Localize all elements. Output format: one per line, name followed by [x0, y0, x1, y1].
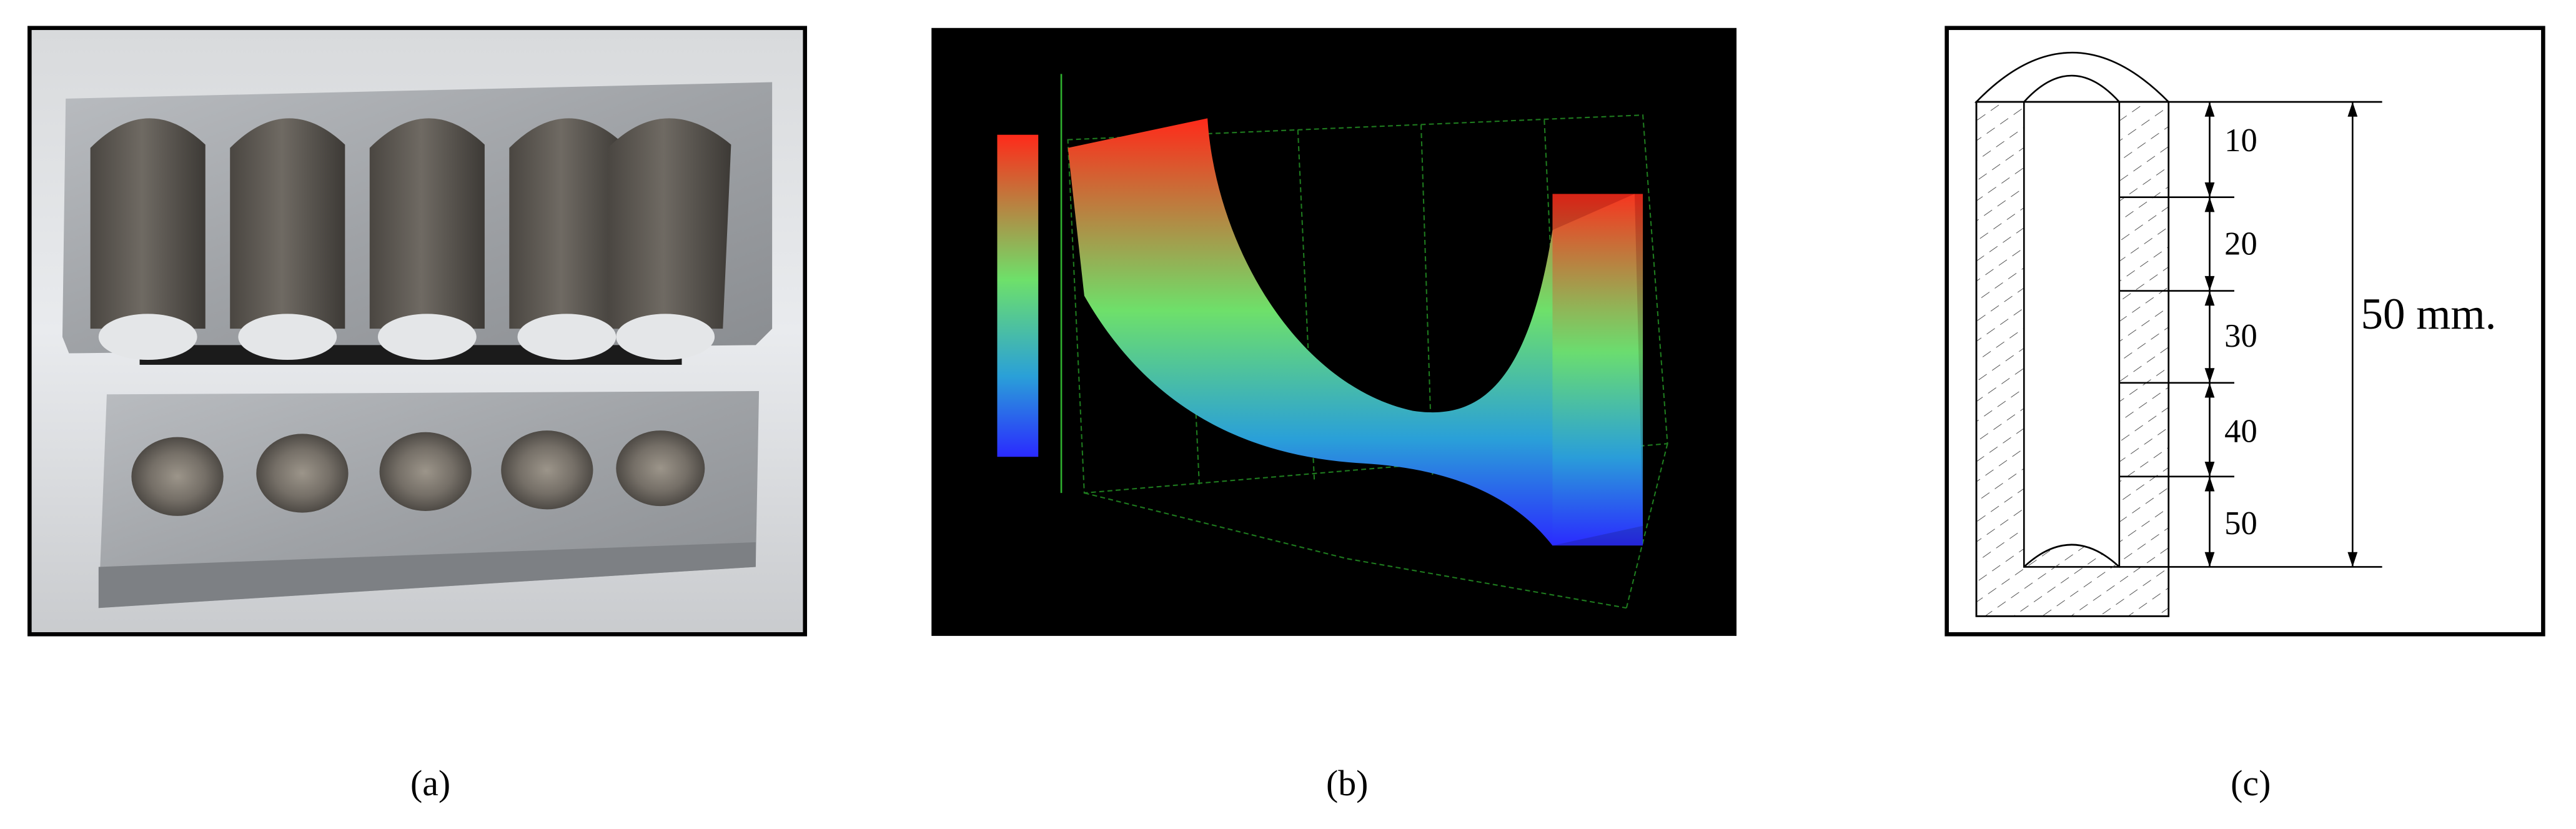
caption: (b) [1326, 763, 1368, 803]
depth-label: 30 [2224, 318, 2257, 354]
depth-label: 10 [2224, 122, 2257, 159]
panel-a-photo [29, 27, 805, 635]
caption: (a) [410, 763, 450, 803]
depth-label: 40 [2224, 414, 2257, 450]
total-length-label: 50 mm. [2361, 290, 2496, 339]
panel-c-diagram [1944, 26, 2545, 637]
panel-a-border [27, 26, 808, 637]
caption: (c) [2231, 763, 2271, 803]
depth-label: 20 [2224, 226, 2257, 262]
panel-b-plot [931, 27, 1737, 636]
depth-label: 50 [2224, 505, 2257, 542]
